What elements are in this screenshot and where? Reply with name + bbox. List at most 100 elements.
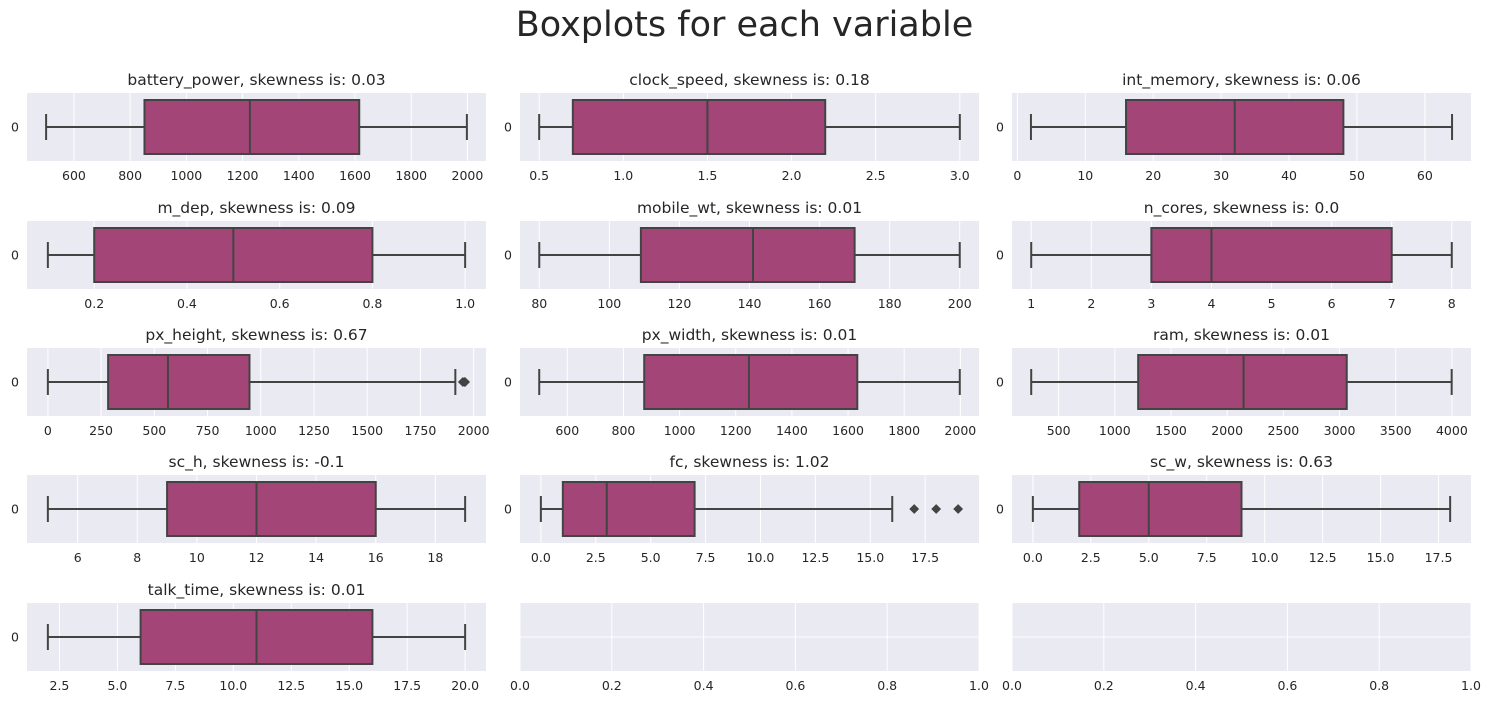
x-tick-label: 1: [1027, 296, 1035, 311]
subplot-title: fc, skewness is: 1.02: [669, 453, 829, 471]
x-tick-label: 12: [249, 550, 265, 565]
x-tick-label: 3: [1147, 296, 1155, 311]
x-tick-label: 0.0: [1023, 550, 1043, 565]
x-tick-label: 18: [427, 550, 443, 565]
iqr-box: [166, 481, 377, 537]
x-tick-label: 8: [133, 550, 141, 565]
subplot-title: clock_speed, skewness is: 0.18: [629, 71, 869, 90]
outlier-point: [460, 377, 471, 387]
x-tick-label: 2000: [944, 423, 976, 438]
x-tick-label: 20: [1145, 168, 1161, 183]
subplot-0: 600 800 1000 1200 1400 1600 1800 2000 battery_po…: [11, 71, 486, 183]
subplot-title: px_height, skewness is: 0.67: [145, 326, 367, 345]
subplot-8: 500 1000 1500 2000 2500 3000 3500 4000 ram, skew…: [996, 326, 1471, 438]
x-tick-label: 14: [308, 550, 324, 565]
x-tick-label: 0.4: [694, 678, 714, 693]
x-tick-label: 500: [1047, 423, 1071, 438]
y-tick-label: 0: [996, 502, 1004, 517]
subplot-5: 1 2 3 4 5 6 7 8 n_cores, skewness is: 0.0 0: [996, 199, 1471, 311]
iqr-box: [639, 227, 856, 283]
subplot-title: m_dep, skewness is: 0.09: [157, 199, 355, 218]
subplot-grid: 600 800 1000 1200 1400 1600 1800 2000battery_po…: [11, 71, 1481, 693]
x-tick-label: 40: [1281, 168, 1297, 183]
x-tick-label: 250: [89, 423, 113, 438]
x-tick-label: 7.5: [696, 550, 716, 565]
x-tick-label: 3500: [1380, 423, 1412, 438]
x-tick-label: 0.2: [1094, 678, 1114, 693]
iqr-box: [561, 481, 696, 537]
x-tick-label: 5.0: [641, 550, 661, 565]
y-tick-label: 0: [996, 120, 1004, 135]
subplot-title: n_cores, skewness is: 0.0: [1144, 199, 1339, 218]
x-tick-label: 0.6: [1277, 678, 1297, 693]
x-tick-label: 1200: [720, 423, 752, 438]
y-tick-label: 0: [504, 120, 512, 135]
x-tick-label: 1600: [339, 168, 371, 183]
x-tick-label: 2.5: [586, 550, 606, 565]
subplot-1: 0.5 1.0 1.5 2.0 2.5 3.0 clock_speed, skewness …: [504, 71, 979, 183]
x-tick-label: 750: [196, 423, 220, 438]
x-tick-label: 0.0: [531, 550, 551, 565]
x-tick-label: 10.0: [747, 550, 775, 565]
iqr-box: [1078, 481, 1243, 537]
subplot-title: battery_power, skewness is: 0.03: [127, 71, 385, 90]
x-tick-label: 1800: [395, 168, 427, 183]
x-tick-label: 1.5: [697, 168, 717, 183]
y-tick-label: 0: [11, 630, 19, 645]
subplot-12: 2.5 5.0 7.5 10.0 12.5 15.0 17.5 20.0 talk_time, …: [11, 581, 486, 693]
x-tick-label: 7.5: [1197, 550, 1217, 565]
x-tick-label: 16: [368, 550, 384, 565]
x-tick-label: 50: [1349, 168, 1365, 183]
y-tick-label: 0: [504, 375, 512, 390]
x-tick-label: 1000: [245, 423, 277, 438]
subplot-14: 0.0 0.2 0.4 0.6 0.8 1.0: [1002, 603, 1481, 693]
subplot-title: ram, skewness is: 0.01: [1153, 326, 1330, 344]
x-tick-label: 2500: [1267, 423, 1299, 438]
subplot-title: px_width, skewness is: 0.01: [642, 326, 858, 345]
x-tick-label: 800: [118, 168, 142, 183]
x-tick-label: 160: [808, 296, 832, 311]
y-tick-label: 0: [11, 248, 19, 263]
subplot-13: 0.0 0.2 0.4 0.6 0.8 1.0: [510, 603, 989, 693]
iqr-box: [1150, 227, 1393, 283]
x-tick-label: 1600: [832, 423, 864, 438]
x-tick-label: 17.5: [393, 678, 421, 693]
subplot-7: 600 800 1000 1200 1400 1600 1800 2000 px_width, …: [504, 326, 979, 438]
x-tick-label: 60: [1417, 168, 1433, 183]
subplot-9: 6 8 10 12 14 16 18 sc_h, skewness is: -0.1 0: [11, 453, 486, 565]
y-tick-label: 0: [504, 502, 512, 517]
x-tick-label: 0.4: [1186, 678, 1206, 693]
x-tick-label: 4000: [1436, 423, 1468, 438]
figure-title: Boxplots for each variable: [516, 5, 973, 45]
iqr-box: [107, 354, 251, 410]
x-tick-label: 1.0: [455, 296, 475, 311]
x-tick-label: 500: [142, 423, 166, 438]
x-tick-label: 2.5: [866, 168, 886, 183]
x-tick-label: 1750: [405, 423, 437, 438]
x-tick-label: 1000: [1099, 423, 1131, 438]
subplot-10: 0.0 2.5 5.0 7.5 10.0 12.5 15.0 17.5 fc, skewness…: [504, 453, 979, 565]
x-tick-label: 1500: [351, 423, 383, 438]
x-tick-label: 0.5: [529, 168, 549, 183]
subplot-2: 0 10 20 30 40 50 60 int_memory, skewness is: 0.…: [996, 71, 1471, 183]
x-tick-label: 0.8: [877, 678, 897, 693]
x-tick-label: 5.0: [1139, 550, 1159, 565]
x-tick-label: 7.5: [165, 678, 185, 693]
x-tick-label: 200: [948, 296, 972, 311]
x-tick-label: 1250: [298, 423, 330, 438]
x-tick-label: 10: [1077, 168, 1093, 183]
x-tick-label: 3000: [1324, 423, 1356, 438]
x-tick-label: 7: [1388, 296, 1396, 311]
x-tick-label: 1.0: [1461, 678, 1481, 693]
iqr-box: [1137, 354, 1348, 410]
subplot-6: 0 250 500 750 1000 1250 1500 1750 2000 px_height,…: [11, 326, 490, 438]
x-tick-label: 1.0: [969, 678, 989, 693]
x-tick-label: 0.6: [270, 296, 290, 311]
x-tick-label: 120: [667, 296, 691, 311]
subplot-11: 0.0 2.5 5.0 7.5 10.0 12.5 15.0 17.5 sc_w, skewne…: [996, 453, 1471, 565]
x-tick-label: 1000: [170, 168, 202, 183]
x-tick-label: 10.0: [219, 678, 247, 693]
y-tick-label: 0: [11, 375, 19, 390]
x-tick-label: 15.0: [1367, 550, 1395, 565]
x-tick-label: 1200: [227, 168, 259, 183]
